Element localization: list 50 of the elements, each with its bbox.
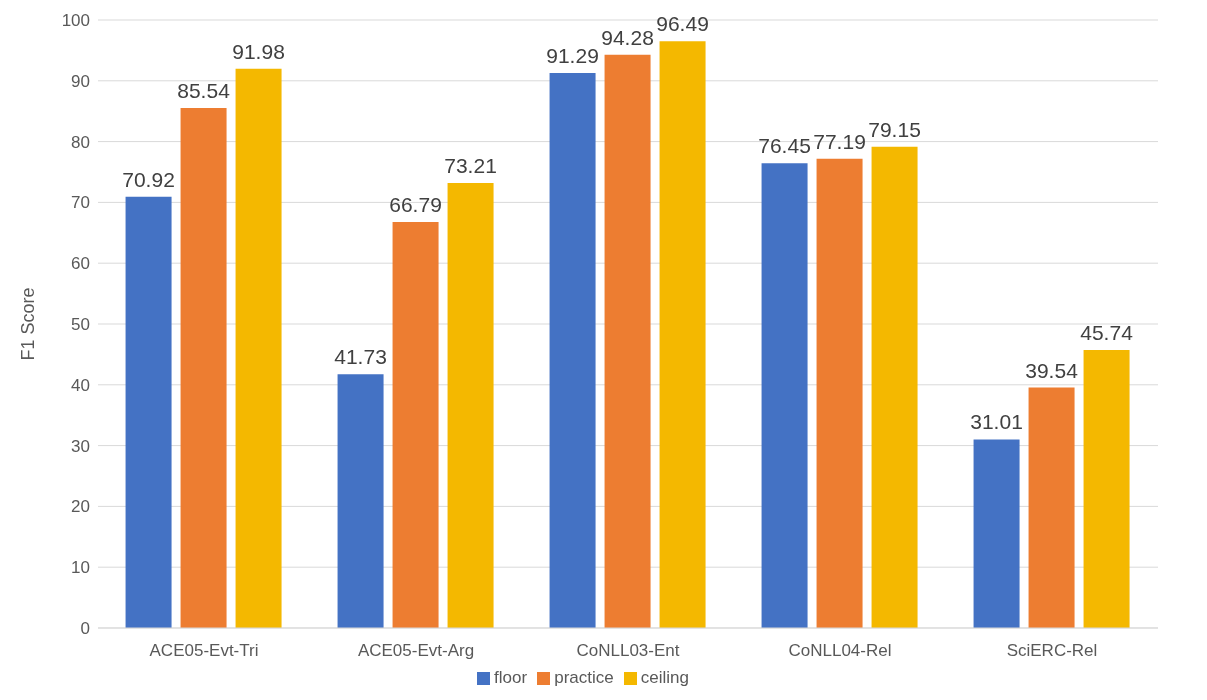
data-label: 73.21 — [444, 153, 497, 177]
y-tick-label: 50 — [71, 315, 90, 335]
bar — [180, 107, 227, 628]
data-label: 39.54 — [1025, 358, 1079, 382]
data-label: 70.92 — [122, 167, 175, 191]
y-tick-label: 70 — [71, 193, 90, 213]
data-label: 77.19 — [813, 129, 866, 153]
data-label: 45.74 — [1080, 320, 1134, 344]
bar — [235, 68, 282, 628]
x-tick-label: CoNLL04-Rel — [788, 641, 892, 661]
y-tick-label: 0 — [80, 619, 90, 639]
bar — [549, 72, 596, 628]
data-label: 94.28 — [601, 25, 654, 49]
legend-label: practice — [554, 668, 614, 687]
bar — [1028, 387, 1075, 628]
data-label: 79.15 — [868, 117, 921, 141]
y-tick-label: 90 — [71, 71, 90, 91]
bar — [392, 221, 439, 628]
data-label: 66.79 — [389, 192, 442, 216]
data-label: 76.45 — [758, 134, 811, 158]
bar — [604, 54, 651, 628]
bar — [447, 182, 494, 628]
legend-label: ceiling — [640, 668, 689, 687]
y-tick-label: 60 — [71, 254, 90, 274]
bar — [659, 41, 706, 628]
data-label: 91.98 — [232, 39, 285, 63]
data-label: 41.73 — [334, 345, 387, 369]
x-tick-label: ACE05-Evt-Tri — [149, 641, 259, 661]
bar — [1083, 349, 1130, 628]
bar — [816, 158, 863, 628]
legend-label: floor — [494, 668, 528, 687]
bar — [125, 196, 172, 628]
y-axis-title: F1 Score — [18, 287, 39, 361]
y-tick-label: 80 — [71, 132, 90, 152]
bar — [871, 146, 918, 628]
x-tick-label: ACE05-Evt-Arg — [357, 641, 475, 661]
y-tick-label: 100 — [61, 11, 90, 31]
data-label: 85.54 — [177, 78, 231, 102]
bar — [761, 163, 808, 628]
y-tick-label: 10 — [71, 558, 90, 578]
bar — [973, 439, 1020, 628]
y-tick-label: 30 — [71, 436, 90, 456]
data-label: 96.49 — [656, 12, 709, 36]
bar — [337, 374, 384, 628]
y-tick-label: 40 — [71, 375, 90, 395]
x-tick-label: CoNLL03-Ent — [576, 641, 680, 661]
x-tick-label: SciERC-Rel — [1006, 641, 1098, 661]
data-label: 91.29 — [546, 43, 599, 67]
data-label: 31.01 — [970, 410, 1023, 434]
y-tick-label: 20 — [71, 497, 90, 517]
